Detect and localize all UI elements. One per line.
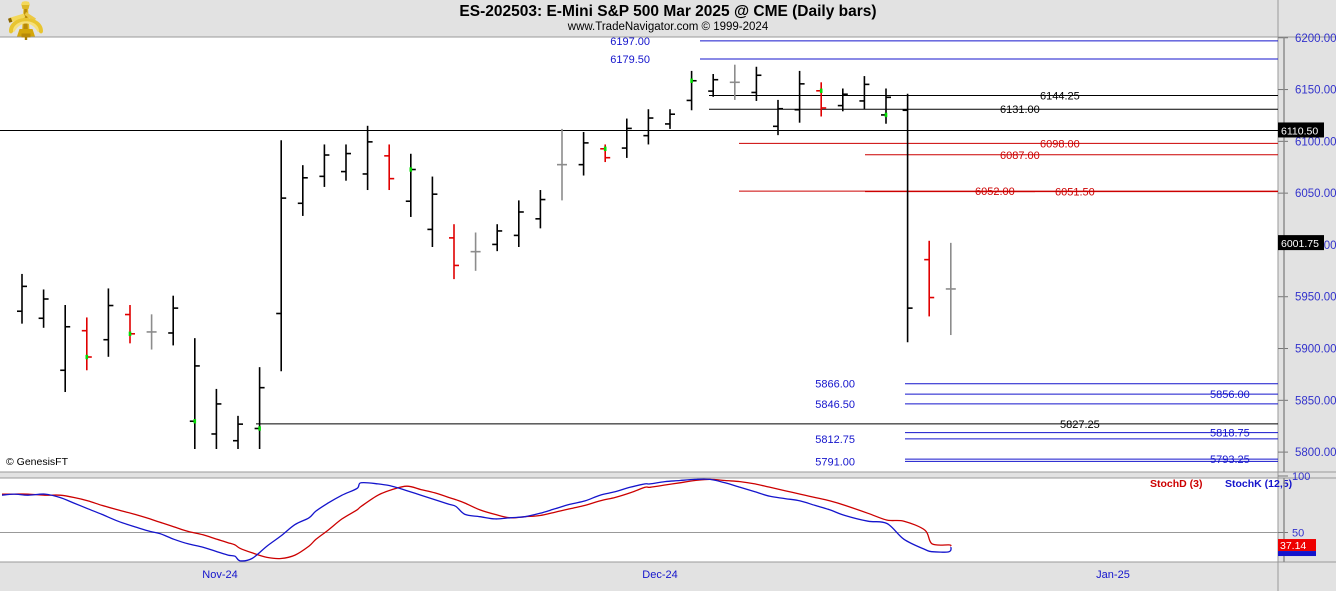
svg-text:Jan-25: Jan-25 [1096,569,1130,581]
svg-text:5866.00: 5866.00 [815,379,855,391]
svg-text:5827.25: 5827.25 [1060,419,1100,431]
svg-text:Nov-24: Nov-24 [202,569,237,581]
svg-text:5900.00: 5900.00 [1295,344,1336,356]
svg-text:ES-202503: E-Mini S&P 500 Mar: ES-202503: E-Mini S&P 500 Mar 2025 @ CME… [459,3,876,20]
svg-text:© GenesisFT: © GenesisFT [6,456,69,468]
svg-text:5846.50: 5846.50 [815,399,855,411]
svg-text:5950.00: 5950.00 [1295,292,1336,304]
svg-text:6087.00: 6087.00 [1000,150,1040,162]
svg-text:5850.00: 5850.00 [1295,395,1336,407]
svg-text:6131.00: 6131.00 [1000,104,1040,116]
svg-text:6179.50: 6179.50 [610,54,650,66]
svg-text:StochD (3): StochD (3) [1150,478,1203,490]
svg-text:6110.50: 6110.50 [1281,125,1318,137]
svg-text:5800.00: 5800.00 [1295,447,1336,459]
svg-text:6144.25: 6144.25 [1040,91,1080,103]
svg-text:37.14: 37.14 [1280,540,1306,552]
svg-text:6200.00: 6200.00 [1295,33,1336,45]
svg-text:5856.00: 5856.00 [1210,389,1250,401]
svg-text:6051.50: 6051.50 [1055,187,1095,199]
svg-text:6150.00: 6150.00 [1295,85,1336,97]
svg-text:100: 100 [1292,471,1310,483]
svg-text:www.TradeNavigator.com © 1999-: www.TradeNavigator.com © 1999-2024 [567,21,769,33]
svg-text:5793.25: 5793.25 [1210,454,1250,466]
svg-text:6197.00: 6197.00 [610,36,650,48]
svg-text:StochK (12,5): StochK (12,5) [1225,478,1292,490]
svg-text:5791.00: 5791.00 [815,456,855,468]
svg-text:6098.00: 6098.00 [1040,138,1080,150]
svg-text:Dec-24: Dec-24 [642,569,677,581]
svg-text:6100.00: 6100.00 [1295,136,1336,148]
svg-text:50: 50 [1292,528,1304,540]
svg-text:5812.75: 5812.75 [815,434,855,446]
svg-text:5818.75: 5818.75 [1210,428,1250,440]
svg-text:6001.75: 6001.75 [1281,238,1319,250]
svg-text:6050.00: 6050.00 [1295,188,1336,200]
